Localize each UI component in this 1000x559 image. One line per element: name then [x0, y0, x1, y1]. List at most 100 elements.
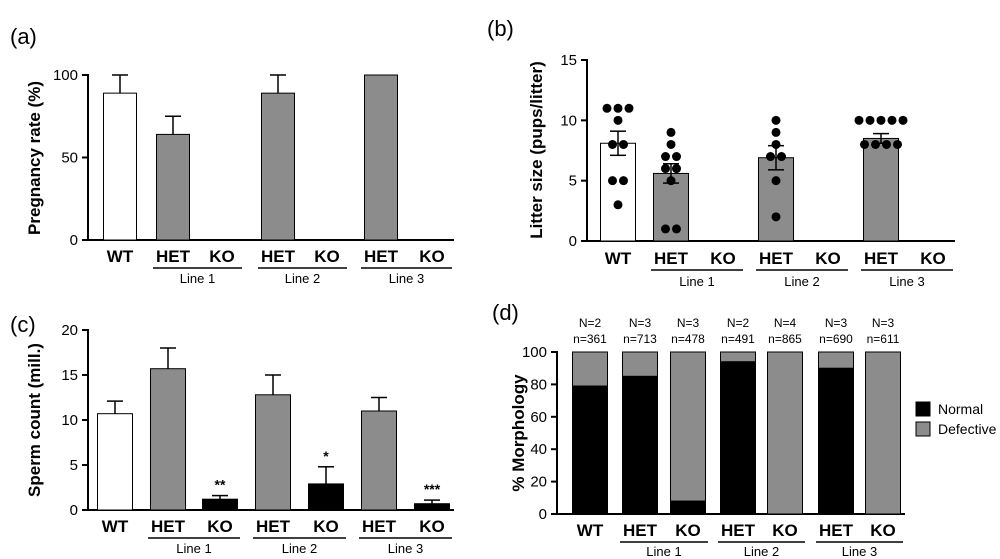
data-point: [771, 139, 781, 149]
bar-defective: [865, 351, 901, 515]
panel-label: (c): [10, 312, 36, 337]
group-label: Line 3: [889, 274, 924, 289]
bar: [97, 413, 133, 511]
group-label: Line 1: [180, 271, 215, 286]
category-label: WT: [577, 521, 604, 540]
sample-size-N-label: N=2: [579, 316, 602, 330]
group-label: Line 1: [646, 544, 681, 559]
y-tick-label: 5: [70, 457, 78, 474]
group-label: Line 3: [389, 271, 424, 286]
category-label: HET: [623, 521, 658, 540]
significance-label: *: [323, 448, 329, 464]
data-point: [771, 176, 781, 186]
sample-size-n-label: n=611: [867, 332, 900, 346]
category-label: HET: [864, 249, 899, 268]
significance-label: **: [215, 477, 226, 493]
y-tick-label: 40: [530, 441, 547, 458]
bar: [261, 92, 295, 241]
bar: [308, 483, 344, 511]
data-point: [613, 115, 623, 125]
category-label: HET: [759, 249, 794, 268]
bar-normal: [720, 361, 756, 515]
category-label: WT: [107, 247, 134, 266]
bar-defective: [670, 351, 706, 502]
group-label: Line 3: [842, 544, 877, 559]
data-point: [624, 103, 634, 113]
y-tick-label: 0: [70, 502, 78, 519]
category-label: KO: [314, 247, 340, 266]
y-tick-label: 80: [530, 376, 547, 393]
y-tick-label: 60: [530, 409, 547, 426]
category-label: HET: [819, 521, 854, 540]
category-label: KO: [419, 517, 445, 536]
data-point: [661, 152, 670, 162]
legend-swatch: [915, 421, 931, 437]
sample-size-N-label: N=2: [727, 316, 750, 330]
data-point: [893, 139, 902, 149]
panel-label: (a): [10, 24, 37, 49]
sample-size-n-label: n=690: [819, 332, 853, 346]
group-label: Line 3: [388, 541, 423, 556]
sample-size-n-label: n=361: [573, 332, 607, 346]
category-label: WT: [102, 517, 129, 536]
bar: [863, 137, 899, 242]
y-tick-label: 0: [569, 233, 577, 250]
category-label: KO: [772, 521, 798, 540]
category-label: HET: [362, 517, 397, 536]
sample-size-N-label: N=4: [774, 316, 797, 330]
chart-panel-a: (a) Pregnancy rate (%) 0 50 100 WT HET KO HET KO H…: [10, 24, 454, 286]
y-tick-label: 50: [61, 150, 78, 167]
bar: [150, 368, 186, 511]
category-label: KO: [207, 517, 233, 536]
category-label: HET: [364, 247, 399, 266]
y-tick-label: 20: [61, 322, 78, 339]
sample-size-N-label: N=3: [872, 316, 895, 330]
category-label: KO: [313, 517, 339, 536]
group-label: Line 1: [679, 274, 714, 289]
data-point: [771, 212, 781, 222]
y-axis-title: Sperm count (mill.): [25, 343, 44, 497]
data-point: [882, 139, 891, 149]
group-label: Line 2: [285, 271, 320, 286]
bar-defective: [818, 351, 854, 369]
category-label: HET: [261, 247, 296, 266]
group-label: Line 2: [744, 544, 779, 559]
bar: [414, 503, 450, 511]
y-tick-label: 10: [61, 412, 78, 429]
legend-label: Normal: [938, 401, 983, 417]
chart-panel-d: (d) % Morphology 0 20 40 60 80 100 N=2 n=361 N=3 n=…: [492, 300, 997, 559]
category-label: KO: [870, 521, 896, 540]
bar: [600, 142, 636, 242]
bar: [156, 133, 190, 241]
sample-size-n-label: n=865: [768, 332, 802, 346]
bar-defective: [720, 351, 756, 363]
category-label: HET: [721, 521, 756, 540]
data-point: [613, 200, 623, 210]
data-point: [666, 127, 676, 137]
data-point: [777, 152, 786, 162]
data-point: [898, 115, 908, 125]
bar-normal: [818, 367, 854, 515]
bar-defective: [572, 351, 608, 387]
bar: [202, 498, 238, 511]
group-label: Line 2: [282, 541, 317, 556]
data-point: [887, 115, 897, 125]
category-label: KO: [209, 247, 235, 266]
data-point: [854, 115, 864, 125]
data-point: [860, 139, 869, 149]
category-label: KO: [675, 521, 701, 540]
bar: [758, 157, 794, 242]
y-tick-label: 15: [61, 367, 78, 384]
sample-size-N-label: N=3: [825, 316, 848, 330]
data-point: [608, 139, 617, 149]
y-tick-label: 15: [560, 52, 577, 69]
data-point: [619, 139, 628, 149]
data-point: [613, 103, 623, 113]
data-point: [608, 176, 617, 186]
bar-normal: [670, 500, 706, 515]
y-axis-title: % Morphology: [509, 374, 528, 492]
data-point: [766, 152, 775, 162]
panel-label: (b): [487, 16, 514, 41]
